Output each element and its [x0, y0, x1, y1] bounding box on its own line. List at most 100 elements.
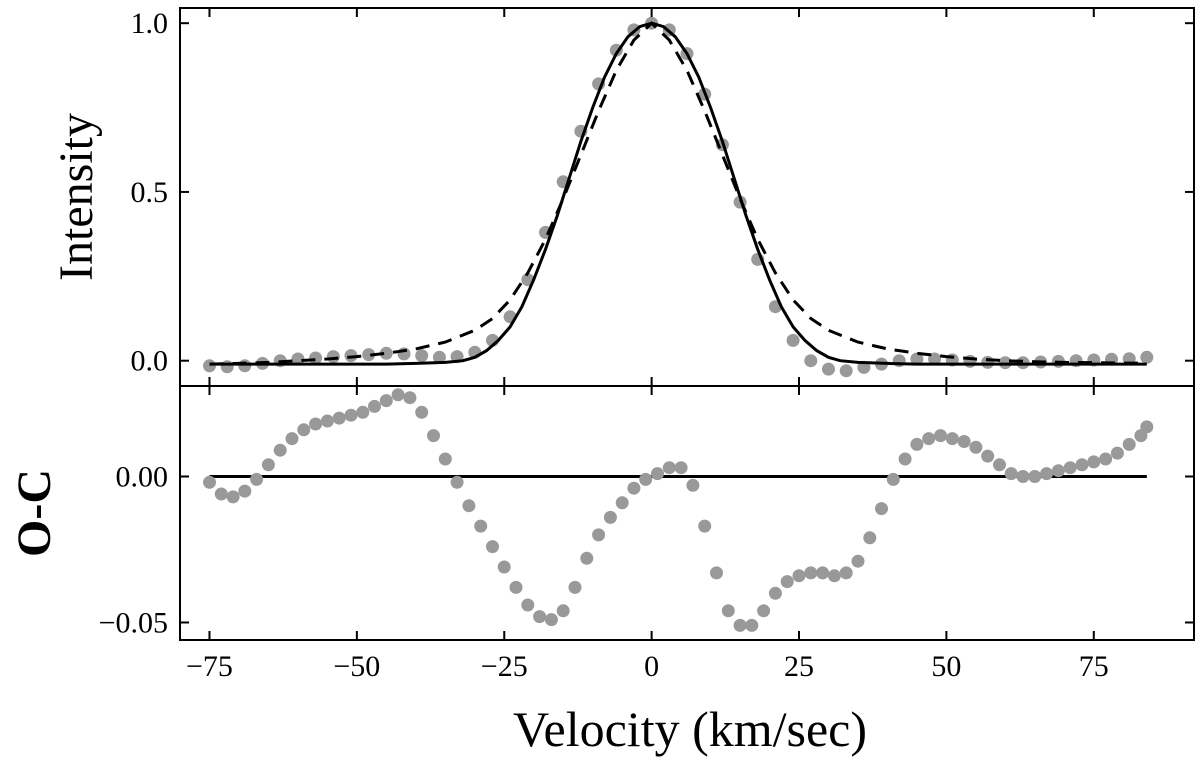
bottom-residual-point [863, 531, 877, 545]
bottom-residual-point [981, 449, 995, 463]
bottom-residual-point [934, 429, 947, 443]
bottom-residual-point [804, 566, 818, 580]
bottom-residual-point [544, 613, 558, 627]
bottom-residual-point [1110, 446, 1124, 460]
bottom-residual-point [639, 472, 653, 486]
bottom-residual-point [427, 429, 440, 443]
top-panel-frame [179, 7, 1195, 387]
bottom-residual-point [309, 417, 323, 431]
bottom-residual-point [1075, 458, 1089, 472]
bottom-residual-point [320, 414, 334, 428]
bottom-residual-point [568, 580, 582, 594]
bottom-residual-point [462, 499, 476, 513]
bottom-residual-point [1028, 470, 1042, 483]
bottom-residual-point [474, 519, 488, 533]
top-y-tick-label: 0.0 [131, 345, 169, 378]
bottom-residual-point [757, 604, 771, 618]
bottom-residual-point [603, 510, 617, 524]
top-observed-point [362, 348, 376, 362]
bottom-residual-point [285, 432, 299, 446]
bottom-residual-point [922, 432, 936, 446]
bottom-residual-point [497, 560, 511, 574]
bottom-residual-point [391, 388, 405, 402]
top-observed-point [238, 359, 252, 373]
bottom-residual-point [710, 566, 723, 580]
bottom-residual-point [592, 528, 606, 542]
top-panel: 0.0 0.5 1.0 Intensity [50, 7, 1195, 387]
bottom-residual-point [1004, 467, 1018, 481]
bottom-panel: −75 −50 −25 0 25 50 75 −0.05 0.00 O-C Velocity (… [8, 385, 1195, 757]
top-y-tick-label: 1.0 [131, 7, 169, 40]
bottom-residual-point [780, 575, 794, 589]
top-observed-point [291, 352, 305, 366]
bottom-residual-point [886, 472, 900, 486]
bottom-residual-point [993, 458, 1006, 472]
top-observed-point [822, 362, 835, 376]
bottom-residual-point [674, 461, 688, 475]
bottom-residual-point [1016, 470, 1030, 483]
bottom-residual-point [969, 440, 983, 454]
bottom-residual-point [745, 618, 759, 632]
top-observed-point [326, 350, 340, 364]
x-tick-label: −75 [186, 650, 233, 683]
bottom-residual-point [356, 405, 370, 419]
top-observed-point [309, 351, 323, 365]
top-observed-point [1140, 350, 1154, 364]
bottom-residual-point [816, 566, 830, 580]
bottom-residual-point [1040, 467, 1054, 481]
bottom-residual-point [509, 580, 523, 594]
bottom-residual-point [875, 502, 888, 516]
bottom-residual-point [250, 472, 264, 486]
bottom-residual-point [403, 391, 417, 405]
bottom-residual-point [721, 604, 735, 618]
top-observed-point [379, 346, 393, 360]
bottom-residual-point [450, 475, 464, 489]
top-observed-series [203, 16, 1154, 378]
x-tick-label: 0 [644, 650, 659, 683]
bottom-residual-point [297, 423, 311, 437]
bottom-y-tick-label: 0.00 [116, 461, 169, 494]
x-tick-label: 50 [931, 650, 961, 683]
bottom-residual-point [733, 618, 747, 632]
bottom-residual-point [651, 467, 664, 481]
bottom-residual-point [839, 566, 853, 580]
bottom-residual-point [203, 475, 216, 489]
bottom-residual-point [851, 554, 865, 568]
bottom-residual-point [1140, 420, 1154, 434]
top-y-axis-label: Intensity [50, 113, 103, 281]
top-observed-point [415, 349, 429, 363]
top-observed-point [839, 364, 853, 378]
top-y-tick-label: 0.5 [131, 176, 169, 209]
top-observed-point [981, 355, 995, 369]
bottom-panel-frame [179, 385, 1195, 641]
bottom-y-tick-label: −0.05 [99, 606, 168, 639]
bottom-residual-point [521, 598, 535, 612]
top-observed-point [203, 359, 216, 373]
bottom-residual-point [415, 405, 429, 419]
bottom-residual-point [486, 540, 499, 554]
bottom-residual-point [827, 569, 841, 583]
bottom-residual-point [768, 586, 782, 600]
top-observed-point [786, 333, 800, 347]
x-tick-label: −25 [481, 650, 528, 683]
bottom-residual-point [1087, 455, 1101, 469]
bottom-residual-point [627, 481, 641, 495]
bottom-residual-point [379, 394, 393, 408]
top-observed-point [432, 350, 446, 364]
x-tick-label: 25 [784, 650, 814, 683]
bottom-residual-point [438, 452, 452, 466]
bottom-residual-point [533, 610, 547, 624]
bottom-residual-point [1051, 464, 1065, 478]
bottom-residual-point [368, 399, 381, 413]
top-observed-point [220, 360, 234, 374]
top-dashed-model-line [209, 21, 1147, 366]
bottom-residual-point [580, 551, 594, 565]
bottom-residual-point [1063, 461, 1077, 475]
bottom-residual-point [332, 411, 346, 425]
bottom-residual-point [238, 484, 252, 498]
bottom-y-axis-label: O-C [8, 469, 61, 557]
x-tick-label: 75 [1079, 650, 1109, 683]
bottom-residual-point [1099, 452, 1113, 466]
top-observed-point [804, 354, 818, 368]
